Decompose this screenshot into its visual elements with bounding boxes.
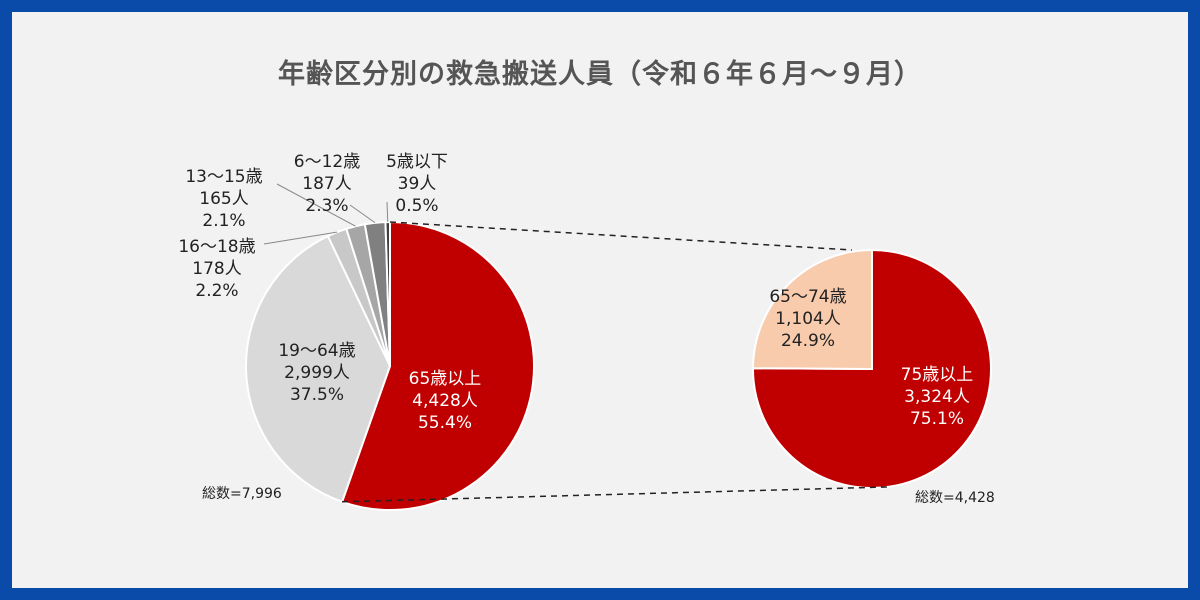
pie1-label-0: 65歳以上 4,428人 55.4% bbox=[409, 369, 482, 433]
pie2-label-1: 65～74歳 1,104人 24.9% bbox=[769, 287, 846, 351]
pie1-label-3: 13～15歳 165人 2.1% bbox=[185, 167, 262, 231]
leader-line-3 bbox=[276, 183, 356, 227]
pie2-slice-1 bbox=[751, 248, 873, 371]
pie1-label-2: 16～18歳 178人 2.2% bbox=[178, 237, 255, 301]
pie1-label-4: 6～12歳 187人 2.3% bbox=[294, 152, 360, 216]
leader-line-5 bbox=[386, 201, 389, 223]
pie1-label-1: 19～64歳 2,999人 37.5% bbox=[278, 341, 355, 405]
connector-bottom-line bbox=[342, 486, 888, 503]
chart-frame: 年齢区分別の救急搬送人員（令和６年６月～９月） 65歳以上 4,428人 55.4%… bbox=[12, 12, 1188, 588]
pie2-slice-0 bbox=[751, 248, 992, 489]
pie2-total-label: 総数=4,428 bbox=[915, 490, 995, 506]
leader-line-4 bbox=[349, 204, 376, 224]
pie1-label-5: 5歳以下 39人 0.5% bbox=[386, 152, 448, 216]
leader-line-2 bbox=[263, 231, 338, 245]
pie1-total-label: 総数=7,996 bbox=[202, 486, 282, 502]
connector-top-line bbox=[389, 221, 853, 251]
pie2-label-0: 75歳以上 3,324人 75.1% bbox=[901, 365, 974, 429]
pie-charts: 65歳以上 4,428人 55.4% 19～64歳 2,999人 37.5% 16～18歳 1… bbox=[178, 152, 995, 511]
chart-title: 年齢区分別の救急搬送人員（令和６年６月～９月） bbox=[278, 59, 922, 90]
pie1-slice-1 bbox=[245, 234, 392, 504]
